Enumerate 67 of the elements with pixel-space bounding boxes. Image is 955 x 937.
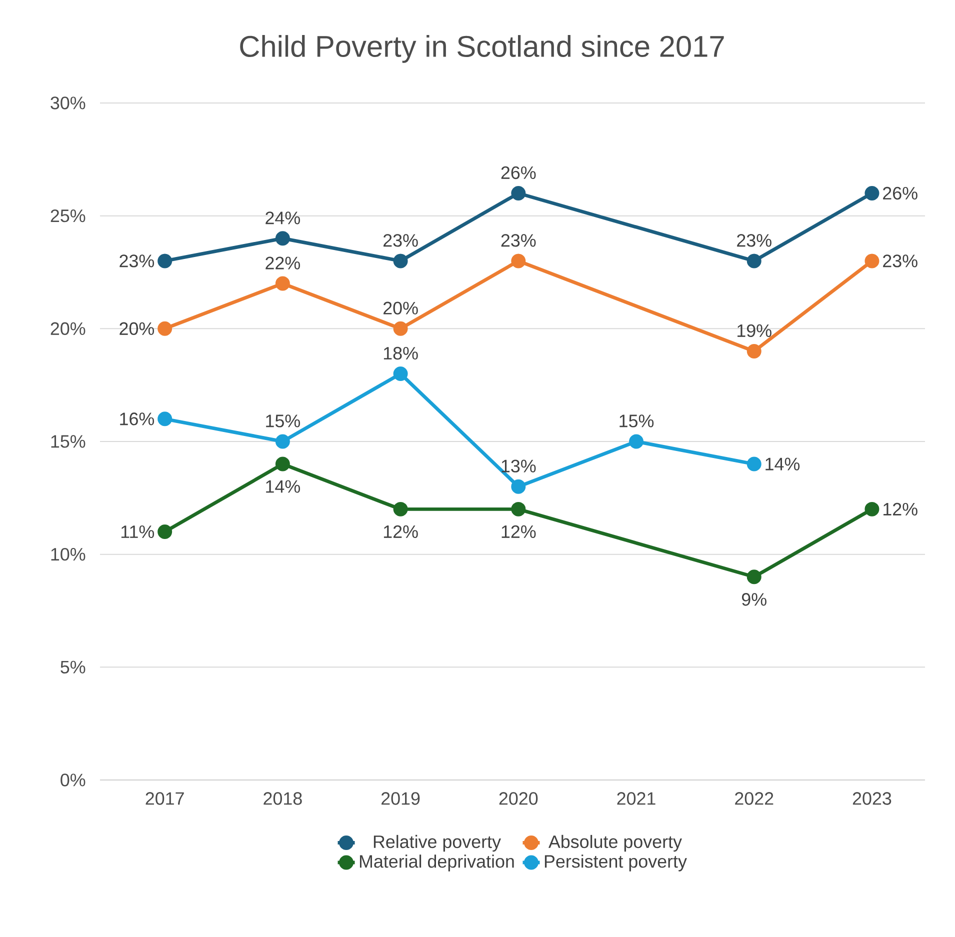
point <box>158 254 172 268</box>
data-label: 12% <box>884 502 918 516</box>
point <box>158 321 172 336</box>
data-label: 26% <box>883 186 918 200</box>
data-label: 11% <box>121 525 154 538</box>
y-tick-label: 5% <box>60 660 86 674</box>
x-tick-label: 2023 <box>852 792 892 805</box>
x-tick-label: 2019 <box>382 792 420 805</box>
legend-label: Persistent poverty <box>544 854 687 872</box>
data-label: 23% <box>501 234 536 247</box>
chart-title: Child Poverty in Scotland since 2017 <box>240 35 724 63</box>
point <box>511 254 526 268</box>
point <box>511 186 526 200</box>
point <box>158 412 172 426</box>
point <box>511 502 526 516</box>
data-label: 20% <box>120 322 154 335</box>
point <box>275 276 290 291</box>
data-label: 19% <box>738 324 772 338</box>
data-label: 23% <box>384 234 418 247</box>
y-tick-label: 30% <box>50 96 86 110</box>
x-tick-label: 2017 <box>146 792 184 805</box>
point <box>393 502 408 516</box>
data-label: 9% <box>742 593 766 606</box>
point <box>629 434 644 449</box>
x-tick-label: 2018 <box>264 792 302 805</box>
point <box>393 254 408 268</box>
data-label: 15% <box>620 414 654 428</box>
point <box>746 344 762 358</box>
point <box>275 456 290 472</box>
data-label: 23% <box>883 254 918 268</box>
legend-label: Absolute poverty <box>548 834 682 852</box>
x-tick-label: 2021 <box>617 792 656 805</box>
point <box>864 502 880 516</box>
x-tick-label: 2022 <box>735 792 774 805</box>
point <box>275 434 290 449</box>
data-label: 12% <box>384 525 418 538</box>
data-label: 15% <box>266 414 300 428</box>
point <box>746 570 762 584</box>
data-label: 26% <box>501 166 536 180</box>
data-label: 16% <box>120 412 154 426</box>
y-tick-label: 10% <box>51 548 86 561</box>
y-tick-label: 0% <box>60 774 86 786</box>
point <box>158 524 172 539</box>
point <box>746 254 762 268</box>
data-label: 14% <box>266 480 300 493</box>
y-tick-label: 20% <box>50 322 86 335</box>
data-label: 18% <box>384 346 418 360</box>
legend-label: Relative poverty <box>374 834 501 852</box>
data-label: 14% <box>766 458 800 470</box>
point <box>864 186 880 200</box>
y-tick-label: 15% <box>51 435 86 448</box>
legend-label: Material deprivation <box>360 854 514 872</box>
point <box>864 254 880 268</box>
y-tick-label: 25% <box>50 209 86 222</box>
data-label: 13% <box>502 460 536 472</box>
point <box>275 231 290 246</box>
data-label: 12% <box>502 525 536 538</box>
data-label: 23% <box>737 234 772 247</box>
data-label: 24% <box>266 212 300 224</box>
point <box>393 366 408 382</box>
data-label: 23% <box>120 254 154 268</box>
data-label: 20% <box>384 302 418 314</box>
point <box>393 321 408 336</box>
x-tick-label: 2020 <box>499 792 538 805</box>
point <box>746 456 762 472</box>
data-label: 22% <box>266 256 300 270</box>
point <box>511 479 526 494</box>
